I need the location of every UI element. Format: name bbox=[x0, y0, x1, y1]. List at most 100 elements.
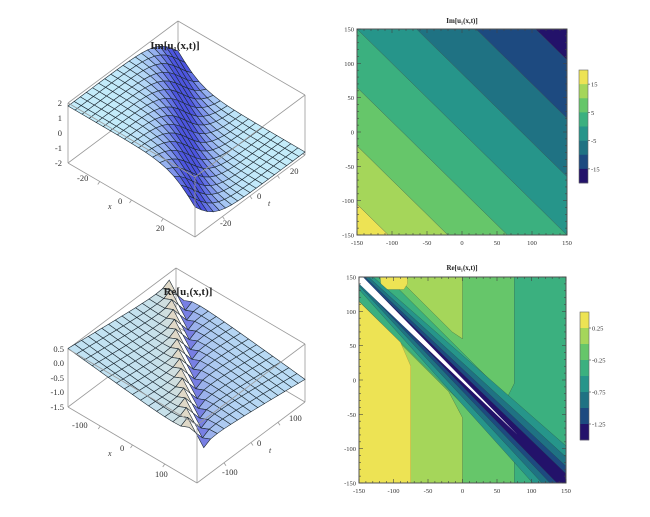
y-tick-label: 0 bbox=[353, 378, 356, 385]
tick-mark bbox=[97, 425, 101, 430]
x-axis-label: x bbox=[107, 449, 112, 458]
x-tick-label: 0 bbox=[460, 240, 463, 247]
tick-mark bbox=[162, 463, 166, 468]
x-tick: 100 bbox=[155, 469, 168, 479]
x-axis-label: x bbox=[107, 202, 112, 211]
colorbar-bin bbox=[579, 112, 588, 127]
y-tick-label: -150 bbox=[342, 233, 354, 240]
colorbar-bin bbox=[580, 360, 589, 377]
z-tick: 0.0 bbox=[53, 358, 64, 368]
box-edge bbox=[67, 102, 196, 178]
colorbar-bin bbox=[580, 376, 589, 393]
colorbar-frame bbox=[579, 311, 590, 441]
box-edge bbox=[194, 94, 306, 178]
t-tick: -20 bbox=[220, 218, 231, 228]
colorbar-bin bbox=[580, 392, 589, 409]
y-tick-label: -50 bbox=[347, 412, 356, 419]
im-contour-plot: Im[u₁(x,t)] -150 -100 -50 0 50 100 150 150 100 5… bbox=[342, 17, 600, 247]
y-tick-label: 100 bbox=[344, 61, 354, 68]
colorbar-bin bbox=[580, 344, 589, 361]
re-contour-plot: Re[u₁(x,t)] -150 -100 -50 0 50 100 150 150 100 5… bbox=[344, 264, 605, 495]
y-tick-label: 150 bbox=[344, 27, 354, 34]
colorbar-bin bbox=[579, 140, 588, 156]
box-edge bbox=[67, 267, 177, 350]
tick-mark bbox=[277, 175, 280, 179]
x-tick-label: -150 bbox=[353, 488, 365, 495]
x-tick-label: -50 bbox=[424, 488, 433, 495]
z-tick: -1.0 bbox=[51, 387, 64, 397]
t-axis-label: t bbox=[268, 199, 271, 208]
y-tick-label: -100 bbox=[342, 198, 354, 205]
x-tick-label: 100 bbox=[527, 488, 537, 495]
re-surface-plot: Re[u₁(x,t)] 0.5 0.0 -0.5 -1.0 -1.5 -100 … bbox=[51, 267, 306, 484]
colorbar-bin bbox=[579, 84, 588, 99]
x-tick: 20 bbox=[156, 223, 165, 233]
x-tick-label: 0 bbox=[461, 488, 464, 495]
colorbar-bin bbox=[579, 168, 588, 184]
colorbar-bin bbox=[580, 328, 589, 345]
tick-mark bbox=[129, 199, 132, 204]
colorbar-bin bbox=[580, 312, 589, 329]
t-tick: 0 bbox=[257, 191, 261, 201]
surface-patch bbox=[187, 194, 202, 211]
x-tick: -100 bbox=[72, 420, 88, 430]
z-tick: -0.5 bbox=[51, 373, 64, 383]
box-edge bbox=[196, 343, 306, 426]
y-tick-label: 50 bbox=[348, 95, 355, 102]
re-surface-title: Re[u₁(x,t)] bbox=[164, 286, 213, 298]
contour-band bbox=[416, 29, 567, 177]
x-tick-label: 50 bbox=[494, 488, 501, 495]
x-tick-label: -50 bbox=[423, 240, 432, 247]
x-tick-label: 50 bbox=[494, 240, 501, 247]
colorbar-tick-label: 5 bbox=[591, 110, 594, 117]
surface-patch bbox=[195, 432, 212, 449]
x-tick: 0 bbox=[118, 196, 122, 206]
tick-mark bbox=[223, 462, 227, 466]
y-tick-label: -150 bbox=[344, 481, 356, 488]
z-tick: 2 bbox=[58, 98, 62, 108]
tick-mark bbox=[97, 181, 101, 185]
colorbar-bin bbox=[579, 154, 588, 170]
im-contour-title: Im[u₁(x,t)] bbox=[446, 17, 477, 25]
contour-band bbox=[535, 29, 567, 61]
z-tick: -1.5 bbox=[51, 402, 64, 412]
contour-band bbox=[357, 29, 567, 235]
x-tick: 0 bbox=[120, 443, 124, 453]
box-edge bbox=[175, 267, 306, 345]
y-tick-label: 100 bbox=[346, 309, 356, 316]
y-tick-label: -50 bbox=[345, 164, 354, 171]
tick-mark bbox=[249, 195, 253, 200]
z-tick: 1 bbox=[58, 113, 62, 123]
colorbar-tick-label: -5 bbox=[591, 138, 596, 145]
box-edge bbox=[67, 348, 198, 426]
x-tick-label: -100 bbox=[388, 488, 400, 495]
t-tick: 100 bbox=[289, 413, 302, 423]
tick-mark bbox=[130, 444, 133, 449]
x-tick-label: 100 bbox=[527, 240, 537, 247]
z-tick: 0 bbox=[58, 128, 62, 138]
colorbar-bin bbox=[580, 408, 589, 425]
colorbar-tick-label: -1.25 bbox=[592, 422, 606, 429]
z-tick: -2 bbox=[55, 158, 62, 168]
im-surface-title: Im[u₁(x,t)] bbox=[150, 40, 199, 52]
colorbar-bin bbox=[579, 70, 588, 85]
x-tick-label: 150 bbox=[561, 488, 571, 495]
colorbar-bin bbox=[579, 98, 588, 113]
colorbar-tick-label: 15 bbox=[591, 82, 598, 89]
z-tick: 0.5 bbox=[53, 344, 64, 354]
colorbar-tick-label: -0.75 bbox=[592, 390, 606, 397]
singularity-gap bbox=[359, 277, 518, 435]
contour-band bbox=[475, 29, 567, 119]
t-tick: 20 bbox=[290, 166, 299, 176]
y-tick-label: -100 bbox=[344, 446, 356, 453]
im-surface-plot: Im[u₁(x,t)] 2 1 0 -1 -2 -20 0 20 x -20 0… bbox=[55, 20, 306, 238]
colorbar-tick-label: -15 bbox=[591, 166, 600, 173]
box-edge bbox=[177, 20, 306, 96]
tick-mark bbox=[250, 442, 254, 446]
x-tick-label: 150 bbox=[562, 240, 572, 247]
x-tick-label: -100 bbox=[386, 240, 398, 247]
tick-mark bbox=[222, 216, 225, 220]
tick-mark bbox=[277, 422, 281, 426]
t-tick: 0 bbox=[257, 438, 261, 448]
